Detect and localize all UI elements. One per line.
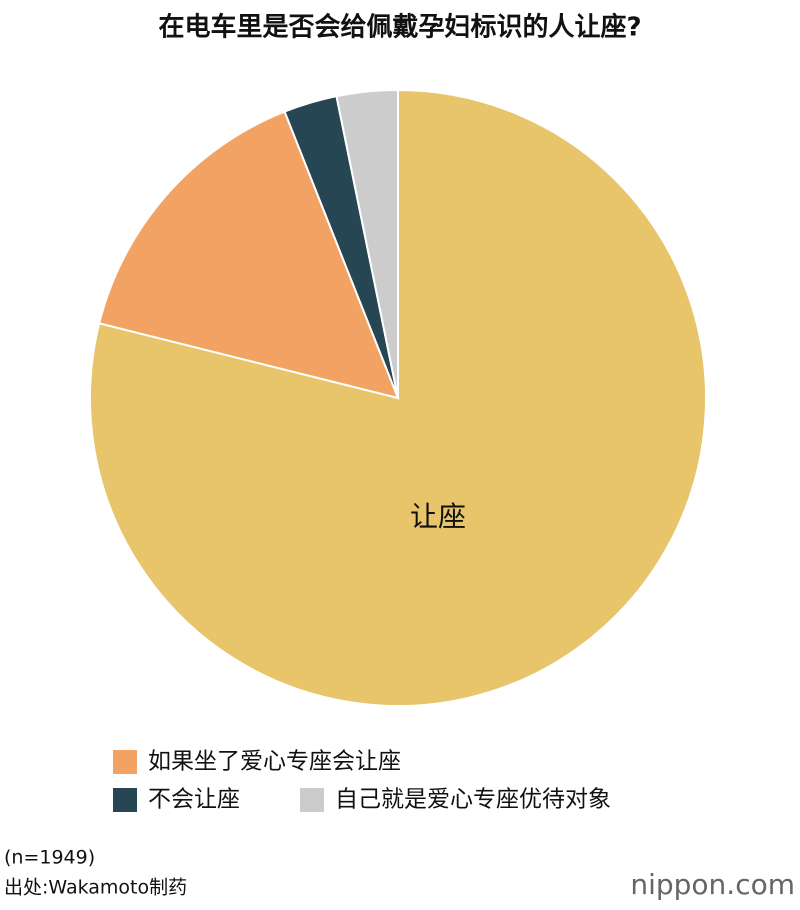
- legend-label: 如果坐了爱心专座会让座: [148, 749, 401, 775]
- legend-swatch: [300, 788, 324, 812]
- chart-title: 在电车里是否会给佩戴孕妇标识的人让座?: [158, 12, 641, 43]
- pie-slice: [89, 88, 707, 707]
- pie: 让座: [89, 88, 707, 707]
- legend-swatch: [113, 788, 137, 812]
- pie-slice: [335, 88, 399, 399]
- legend-label: 自己就是爱心专座优待对象: [335, 787, 611, 813]
- logo: nippon.com: [630, 868, 795, 901]
- legend-swatch: [113, 750, 137, 774]
- sample-note: (n=1949): [4, 847, 95, 869]
- slice-label: 让座: [410, 500, 466, 533]
- source-note: 出处:Wakamoto制药: [4, 877, 187, 899]
- legend-label: 不会让座: [148, 787, 240, 813]
- pie-slice: [97, 110, 400, 400]
